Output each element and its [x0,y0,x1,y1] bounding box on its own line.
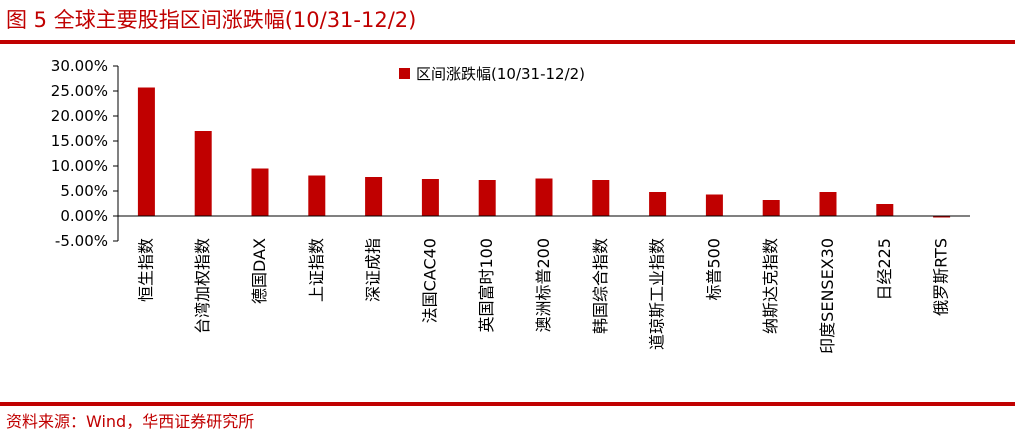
x-tick-label: 澳洲标普200 [534,238,553,333]
y-tick-label: 30.00% [51,57,108,75]
legend: 区间涨跌幅(10/31-12/2) [399,65,585,83]
bar [194,131,212,216]
bar [365,177,383,216]
legend-swatch [399,68,410,79]
figure-title: 图 5 全球主要股指区间涨跌幅(10/31-12/2) [6,8,417,32]
x-tick-label: 德国DAX [250,238,269,304]
y-tick-label: 10.00% [51,157,108,175]
bar [876,204,894,216]
bar [478,180,496,216]
x-tick-label: 印度SENSEX30 [818,238,837,354]
y-tick-label: 20.00% [51,107,108,125]
x-tick-label: 韩国综合指数 [591,238,610,334]
bar [535,178,553,216]
x-tick-label: 恒生指数 [136,238,155,302]
x-tick-label: 日经225 [875,238,894,301]
bar [308,175,326,216]
y-axis: 30.00% 25.00% 20.00% 15.00% 10.00% 5.00% 0.00%… [51,57,119,250]
y-tick-label: -5.00% [55,232,108,250]
x-tick-label: 纳斯达克指数 [761,238,780,334]
x-axis-labels: 恒生指数 台湾加权指数 德国DAX 上证指数 深证成指 法国CAC40 英国富时100 澳洲标… [136,238,950,354]
bar-chart: 区间涨跌幅(10/31-12/2) 30.00% 25.00% 20.00% 15.0… [51,57,970,354]
x-tick-label: 俄罗斯RTS [932,238,951,316]
x-tick-label: 上证指数 [307,238,326,302]
x-tick-label: 英国富时100 [477,238,496,333]
x-tick-label: 台湾加权指数 [193,238,212,334]
x-tick-label: 深证成指 [364,238,383,302]
x-tick-label: 道琼斯工业指数 [648,238,667,350]
bar [933,216,951,218]
bars [137,87,951,218]
y-tick-label: 5.00% [60,182,108,200]
bar [592,180,610,216]
bar [137,87,155,216]
bar [762,200,780,216]
bottom-divider [0,402,1015,406]
y-tick-label: 25.00% [51,82,108,100]
bar [251,168,269,216]
bar [705,194,723,216]
legend-label: 区间涨跌幅(10/31-12/2) [416,65,585,83]
x-tick-label: 法国CAC40 [420,238,439,323]
y-tick-label: 0.00% [60,207,108,225]
source-note: 资料来源：Wind，华西证券研究所 [6,412,255,431]
x-tick-label: 标普500 [704,238,723,301]
bar [421,179,439,216]
bar [819,192,837,216]
top-divider [0,40,1015,44]
y-tick-label: 15.00% [51,132,108,150]
bar [649,192,667,216]
